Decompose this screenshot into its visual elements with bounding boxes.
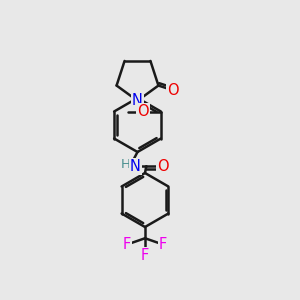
Text: O: O xyxy=(157,159,168,174)
Text: H: H xyxy=(121,158,130,172)
Text: N: N xyxy=(132,93,143,108)
Text: F: F xyxy=(141,248,149,263)
Text: F: F xyxy=(159,237,167,252)
Text: N: N xyxy=(130,159,141,174)
Text: F: F xyxy=(123,237,131,252)
Text: O: O xyxy=(167,83,179,98)
Text: O: O xyxy=(137,104,149,119)
